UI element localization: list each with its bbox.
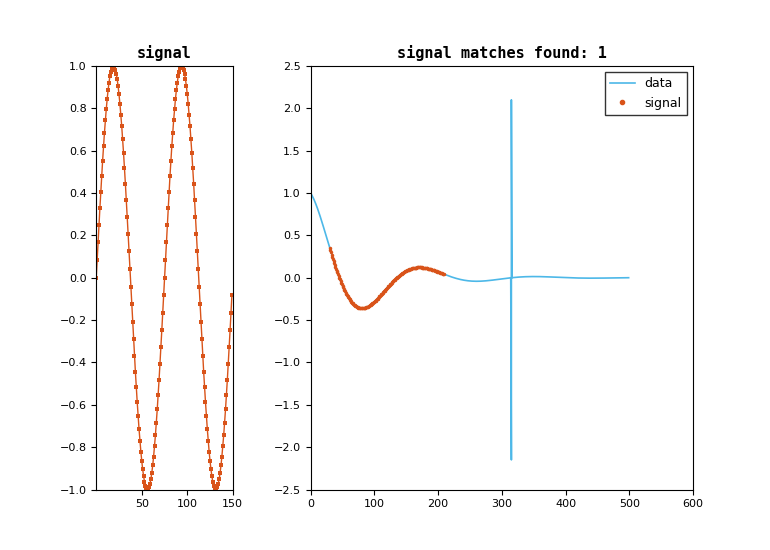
Title: signal: signal <box>137 45 192 60</box>
Legend: data, signal: data, signal <box>604 72 687 114</box>
Title: signal matches found: 1: signal matches found: 1 <box>397 45 607 60</box>
